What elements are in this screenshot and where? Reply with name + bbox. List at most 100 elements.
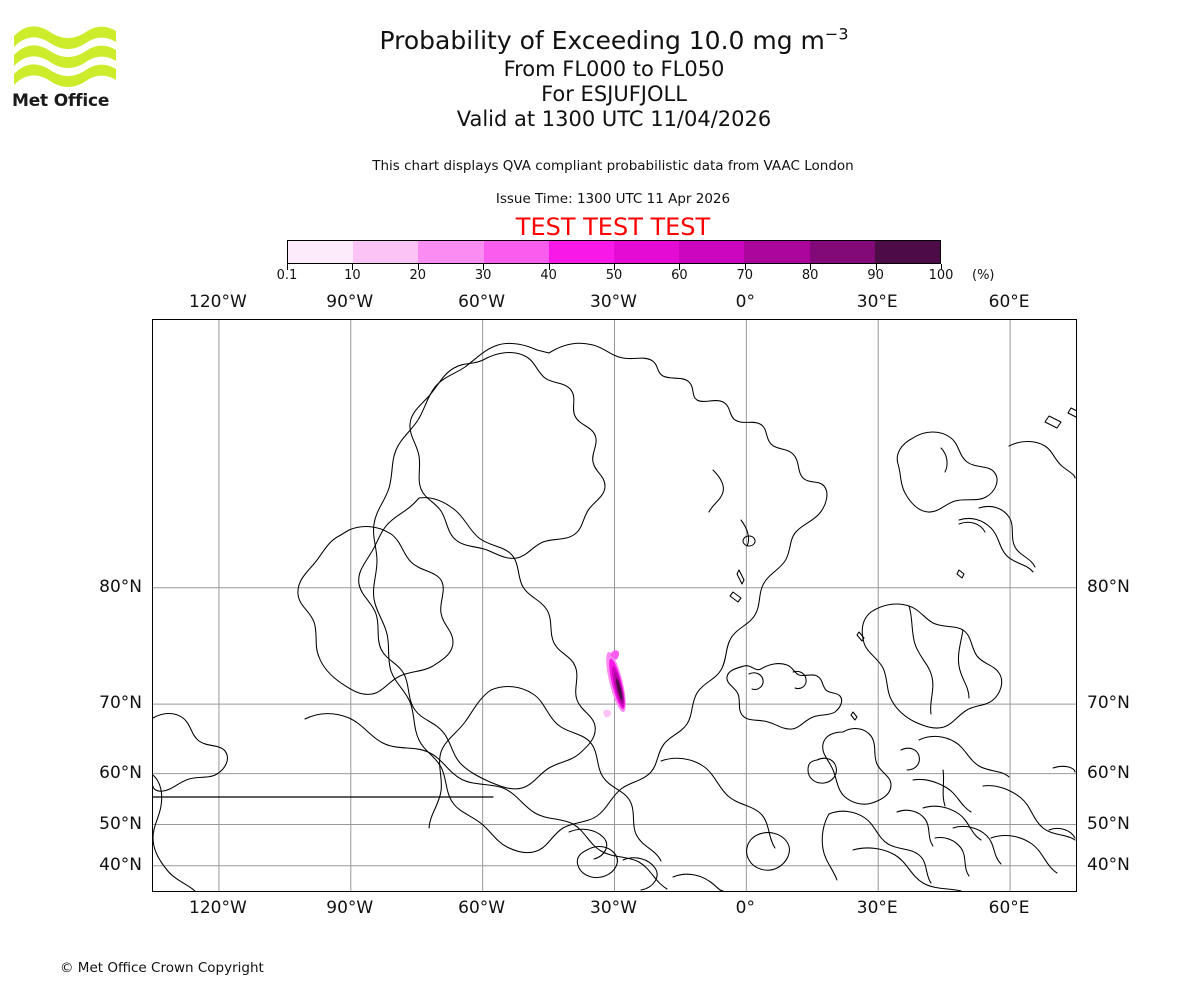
coastline-iceland-detail — [748, 672, 764, 690]
colorbar-tick-20 — [417, 264, 419, 270]
lat-label-left-80°N: 80°N — [99, 576, 142, 597]
coastline-svalbard — [896, 431, 998, 513]
border-central-europe-3 — [896, 809, 934, 847]
coastline-bear-island — [956, 569, 965, 579]
coastline-baffin-island — [358, 497, 596, 790]
coastline-canada-mainland — [304, 713, 668, 890]
chart-title-line3: For ESJUFJOLL — [541, 82, 687, 106]
probability-colorbar — [287, 240, 941, 264]
chart-title-line2: From FL000 to FL050 — [503, 57, 725, 81]
coastline-alaska — [153, 712, 228, 792]
coastline-hudson-bay — [490, 685, 662, 862]
colorbar-segment-7 — [744, 241, 810, 263]
lat-label-left-50°N: 50°N — [99, 813, 142, 834]
chart-title-line1: Probability of Exceeding 10.0 mg m−3 — [28, 24, 1200, 57]
volcanic-ash-plume — [603, 650, 626, 718]
colorbar-tick-100 — [941, 264, 942, 270]
border-russia-kazakhstan — [1052, 765, 1076, 773]
border-germany-poland — [942, 769, 946, 807]
coastline-greenland-fjord-detail — [708, 469, 724, 513]
lon-label-top-60°E: 60°E — [988, 292, 1030, 312]
plume-tail-lower — [603, 709, 612, 718]
chart-data-source-note: This chart displays QVA compliant probab… — [372, 158, 854, 174]
coastline-baltic — [918, 735, 1010, 778]
met-office-wordmark: Met Office — [12, 91, 110, 111]
border-balkans — [934, 837, 970, 877]
lon-label-bottom-0°: 0° — [735, 898, 756, 918]
colorbar-label-70: 70 — [736, 268, 754, 283]
coastline-ellesmere-island — [409, 351, 606, 559]
lat-label-left-40°N: 40°N — [99, 854, 142, 875]
lat-label-right-70°N: 70°N — [1087, 693, 1130, 714]
coastline-iceland — [726, 663, 843, 730]
colorbar-segment-0 — [288, 241, 354, 263]
colorbar-unit-label: (%) — [972, 268, 995, 283]
coastline-greenland-islet-1 — [742, 535, 756, 547]
coastline-black-sea — [990, 835, 1058, 874]
lon-label-top-30°E: 30°E — [856, 292, 898, 312]
lat-label-right-40°N: 40°N — [1087, 854, 1130, 875]
colorbar-segment-6 — [679, 241, 745, 263]
coastline-greenland-islet-3 — [729, 591, 742, 603]
coastline-iberia-west — [821, 813, 838, 881]
coastline-lake-superior — [568, 828, 608, 860]
lat-label-left-60°N: 60°N — [99, 762, 142, 783]
border-norway-sweden — [908, 605, 934, 715]
colorbar-label-80: 80 — [801, 268, 819, 283]
border-ukraine — [982, 785, 1076, 841]
coastlines — [153, 342, 1076, 891]
coastline-franz-josef-land — [1044, 415, 1062, 429]
coastline-mediterranean — [852, 847, 962, 891]
longitude-axis-top: 120°W 90°W 60°W 30°W 0° 30°E 60°E — [0, 292, 1200, 314]
met-office-logo — [12, 22, 122, 117]
coastline-greenland-islet-2 — [736, 569, 745, 585]
colorbar-label-20: 20 — [409, 268, 427, 283]
test-banner: TEST TEST TEST — [515, 213, 711, 241]
lon-label-top-60°W: 60°W — [458, 292, 506, 312]
issue-time-label: Issue Time: 1300 UTC 11 Apr 2026 — [495, 191, 731, 207]
colorbar-label-0.1: 0.1 — [276, 268, 298, 283]
lon-label-top-0°: 0° — [735, 292, 756, 312]
lon-label-top-90°W: 90°W — [326, 292, 374, 312]
colorbar-label-60: 60 — [671, 268, 688, 283]
colorbar-ticks — [287, 264, 942, 272]
lat-label-left-70°N: 70°N — [99, 693, 142, 714]
lon-label-bottom-30°E: 30°E — [856, 898, 898, 918]
lon-label-bottom-30°W: 30°W — [590, 898, 637, 918]
coastline-newfoundland — [746, 832, 790, 871]
coastline-russia-arctic — [1008, 440, 1076, 479]
coastline-kola — [958, 521, 986, 533]
lon-label-top-120°W: 120°W — [189, 292, 247, 312]
border-central-europe-1 — [912, 778, 972, 813]
lat-label-right-60°N: 60°N — [1087, 762, 1130, 783]
coastline-hudson-bay-west — [428, 689, 492, 829]
colorbar-tick-70 — [744, 264, 746, 270]
coastline-us-east — [672, 873, 724, 891]
border-central-europe-2 — [922, 805, 982, 841]
colorbar-tick-40 — [548, 264, 550, 270]
lon-label-bottom-60°E: 60°E — [988, 898, 1030, 918]
lat-label-right-80°N: 80°N — [1087, 576, 1130, 597]
coastline-svalbard-detail — [940, 447, 948, 473]
coastline-ireland — [807, 757, 837, 784]
colorbar-segment-2 — [418, 241, 484, 263]
colorbar-label-50: 50 — [605, 268, 623, 283]
colorbar-segment-5 — [614, 241, 680, 263]
coastline-novaya-zemlya — [958, 517, 1034, 573]
latitude-axis-left: 80°N 70°N 60°N 50°N 40°N — [0, 319, 150, 892]
coastline-denmark — [900, 747, 920, 771]
latitude-axis-right: 80°N 70°N 60°N 50°N 40°N — [1079, 319, 1199, 892]
coastline-britain — [822, 727, 892, 805]
map-canvas — [153, 320, 1076, 891]
lon-label-top-30°W: 30°W — [590, 292, 637, 312]
longitude-axis-bottom: 120°W 90°W 60°W 30°W 0° 30°E 60°E — [0, 898, 1200, 920]
plume-contour-90 — [616, 678, 623, 701]
border-caspian — [1048, 827, 1076, 839]
colorbar-label-90: 90 — [867, 268, 884, 283]
colorbar-segment-9 — [874, 241, 941, 263]
coastline-labrador — [660, 757, 776, 849]
coastline-iberia-france — [828, 810, 932, 884]
coastline-iceland-detail-2 — [792, 670, 807, 689]
copyright-notice: © Met Office Crown Copyright — [60, 960, 264, 976]
